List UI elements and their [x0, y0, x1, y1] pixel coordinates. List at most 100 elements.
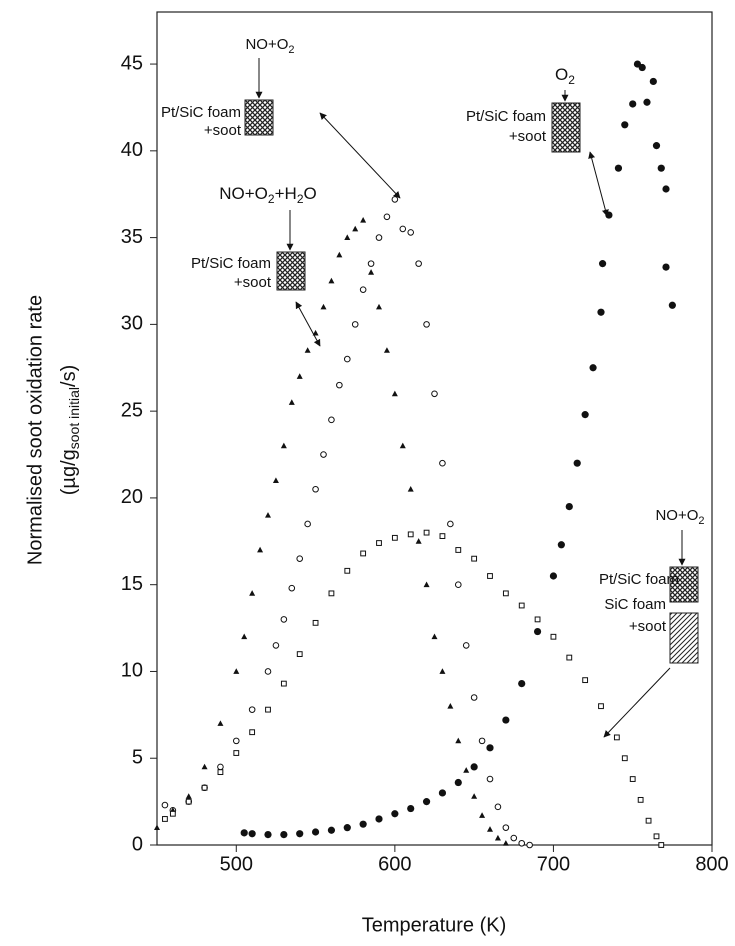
- data-point: [629, 776, 636, 782]
- sample-box: [244, 99, 274, 136]
- gas: NO+O: [655, 507, 698, 524]
- data-point: [573, 459, 581, 467]
- data-point: [415, 538, 422, 544]
- annotation-label: Pt/SiC foam: [191, 255, 271, 272]
- sample-box: [669, 612, 699, 664]
- arrow: [603, 667, 671, 738]
- y-tick-label: 5: [132, 747, 143, 769]
- arrow: [319, 112, 401, 199]
- y-tick-label: 0: [132, 833, 143, 855]
- data-point: [344, 234, 351, 241]
- data-point: [154, 824, 160, 831]
- data-point: [359, 820, 367, 828]
- data-point: [351, 321, 359, 328]
- data-point: [368, 269, 375, 275]
- annotation-label: +soot: [234, 274, 272, 291]
- annotation-gas: NO+O2: [655, 507, 704, 527]
- data-point: [375, 234, 383, 241]
- data-point: [454, 778, 462, 787]
- data-point: [311, 828, 320, 836]
- data-point: [454, 581, 462, 588]
- data-point: [328, 416, 335, 424]
- gas-sub: 2: [698, 515, 704, 527]
- data-point: [494, 803, 502, 811]
- annotation: NO+O2 Pt/SiC foam +soot: [161, 36, 401, 199]
- data-point: [597, 308, 605, 316]
- data-point: [161, 801, 169, 809]
- data-point: [662, 185, 670, 193]
- data-point: [280, 442, 287, 449]
- y-tick-label: 40: [121, 139, 143, 161]
- data-point: [455, 737, 462, 744]
- data-point: [658, 842, 665, 848]
- data-point: [320, 303, 327, 310]
- data-point: [399, 225, 407, 233]
- annotation-label: Pt/SiC foam: [466, 108, 546, 125]
- data-point: [589, 364, 597, 372]
- gas: +H: [275, 184, 297, 203]
- data-point: [248, 706, 256, 713]
- data-point: [533, 627, 542, 636]
- x-tick-label: 500: [220, 853, 253, 875]
- data-point: [621, 755, 628, 762]
- data-point: [645, 817, 652, 824]
- data-point: [407, 486, 414, 492]
- data-point: [582, 677, 589, 684]
- data-point: [455, 547, 462, 553]
- gas-sub: 2: [268, 192, 275, 206]
- data-point: [534, 616, 541, 623]
- data-point: [304, 520, 311, 528]
- data-point: [653, 833, 660, 840]
- x-tick-label: 600: [378, 853, 411, 875]
- data-point: [344, 567, 351, 574]
- data-point: [343, 355, 351, 363]
- annotation-gas: O2: [555, 65, 575, 87]
- data-point: [431, 390, 438, 398]
- data-point: [518, 680, 526, 688]
- y-tick-label: 10: [121, 660, 143, 682]
- data-point: [439, 668, 446, 674]
- data-point: [248, 830, 256, 838]
- data-point: [399, 442, 406, 449]
- y-tick-label: 30: [121, 313, 143, 335]
- data-point: [462, 642, 470, 649]
- data-point: [471, 793, 478, 799]
- data-point: [470, 694, 478, 701]
- data-point: [637, 796, 644, 803]
- data-point: [557, 541, 565, 549]
- data-point: [621, 121, 629, 129]
- annotation-gas: NO+O2+H2O: [219, 184, 316, 206]
- data-point: [376, 540, 382, 546]
- annotation-label: +soot: [204, 122, 242, 139]
- data-point: [328, 277, 335, 284]
- data-point: [486, 775, 494, 783]
- data-point: [185, 798, 192, 805]
- gas-sub: 2: [288, 44, 294, 56]
- annotation-label: Pt/SiC foam: [161, 104, 241, 121]
- data-point: [479, 812, 486, 818]
- data-point: [185, 793, 192, 799]
- data-point: [304, 347, 311, 353]
- data-point: [264, 668, 272, 675]
- data-point: [280, 616, 288, 623]
- units-sub: soot initial: [66, 387, 82, 449]
- data-point: [502, 840, 509, 846]
- data-point: [360, 217, 367, 223]
- data-point: [217, 769, 224, 776]
- annotation-label: +soot: [509, 128, 547, 145]
- data-point: [422, 798, 431, 806]
- data-point: [232, 737, 240, 745]
- data-point: [249, 590, 256, 596]
- data-point: [257, 546, 264, 553]
- data-point: [431, 633, 438, 640]
- gas-sub: 2: [297, 192, 304, 206]
- data-point: [478, 737, 486, 745]
- data-point: [487, 573, 493, 579]
- data-point: [605, 211, 613, 219]
- x-axis-label: Temperature (K): [362, 914, 507, 936]
- arrow: [295, 301, 321, 347]
- y-axis-label-units: (µg/gsoot initial/s): [58, 365, 81, 495]
- data-point: [526, 841, 533, 849]
- y-tick-label: 15: [121, 573, 143, 595]
